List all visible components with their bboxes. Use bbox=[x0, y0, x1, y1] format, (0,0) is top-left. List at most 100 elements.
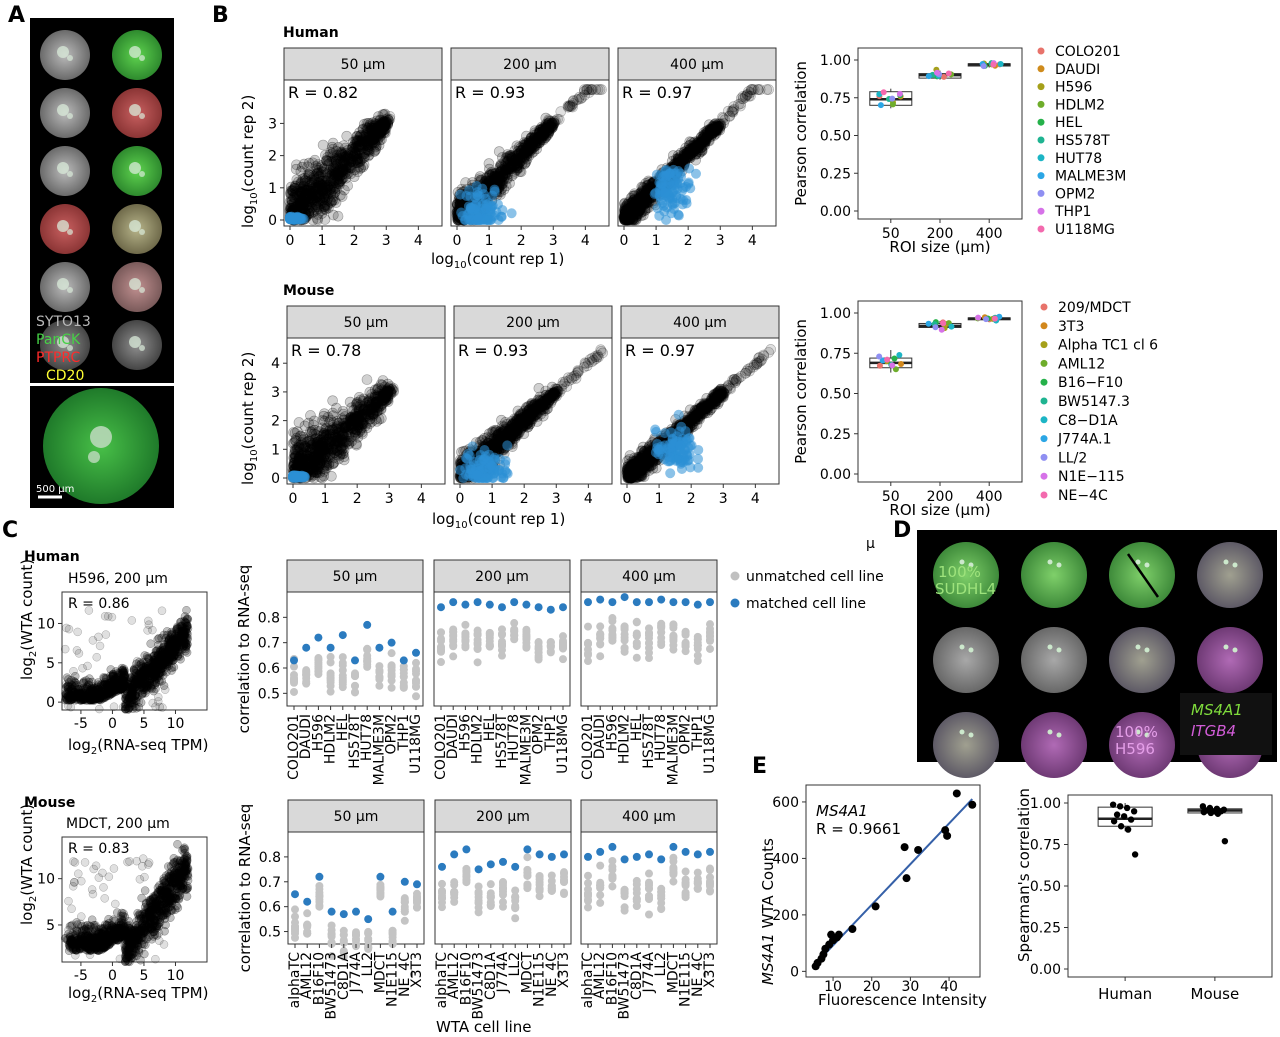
data-point bbox=[297, 198, 308, 210]
data-point bbox=[461, 190, 472, 201]
y-tick-label: 4 bbox=[271, 356, 280, 372]
data-point bbox=[358, 159, 370, 171]
data-point bbox=[365, 134, 376, 145]
roi-spot bbox=[129, 278, 141, 290]
data-point bbox=[710, 124, 721, 136]
data-point bbox=[286, 195, 298, 207]
data-point bbox=[514, 152, 526, 164]
data-point bbox=[344, 161, 355, 172]
data-point bbox=[313, 167, 325, 179]
data-point bbox=[299, 185, 310, 196]
data-point bbox=[304, 196, 315, 207]
data-point bbox=[584, 354, 596, 365]
x-tick-label: 0 bbox=[453, 233, 462, 249]
roi-spot bbox=[129, 162, 141, 174]
data-point bbox=[553, 114, 565, 125]
x-tick-label: 0 bbox=[620, 233, 629, 249]
data-point bbox=[362, 122, 373, 134]
data-point bbox=[320, 183, 331, 194]
x-tick-label: 3 bbox=[382, 233, 391, 249]
data-point bbox=[363, 145, 374, 157]
data-point bbox=[363, 140, 374, 152]
data-point bbox=[374, 119, 386, 131]
roi-spot bbox=[67, 55, 73, 61]
data-point bbox=[352, 135, 363, 147]
data-point bbox=[336, 158, 348, 170]
stain-label: SYTO13 bbox=[36, 314, 91, 330]
data-point bbox=[362, 123, 374, 134]
data-point bbox=[349, 146, 361, 157]
data-point bbox=[522, 417, 534, 429]
data-point bbox=[318, 191, 330, 203]
panel-label-e: E bbox=[752, 754, 767, 779]
data-point bbox=[366, 140, 377, 151]
data-point bbox=[587, 84, 598, 95]
data-point bbox=[347, 156, 359, 168]
data-point bbox=[365, 131, 376, 143]
data-point bbox=[295, 186, 307, 198]
data-point bbox=[378, 125, 389, 136]
data-point bbox=[379, 126, 390, 138]
data-point bbox=[326, 175, 337, 187]
data-point bbox=[341, 152, 352, 164]
data-point bbox=[330, 153, 341, 164]
data-point bbox=[330, 154, 341, 166]
data-point bbox=[369, 137, 381, 149]
data-point bbox=[350, 157, 362, 168]
data-point bbox=[328, 173, 339, 185]
data-point bbox=[323, 180, 334, 191]
y-tick-label: 2 bbox=[271, 414, 280, 430]
data-point bbox=[325, 188, 337, 200]
data-point bbox=[332, 159, 343, 170]
data-point bbox=[314, 180, 325, 192]
roi-spot bbox=[67, 345, 73, 351]
data-point bbox=[312, 168, 324, 179]
data-point bbox=[355, 135, 367, 146]
data-point bbox=[320, 175, 331, 187]
data-point bbox=[327, 195, 338, 206]
data-point bbox=[344, 157, 355, 169]
data-point bbox=[303, 205, 315, 216]
data-point bbox=[302, 188, 314, 199]
data-point bbox=[319, 203, 330, 214]
data-point bbox=[376, 123, 387, 134]
data-point bbox=[332, 142, 344, 153]
data-point bbox=[669, 197, 680, 208]
data-point bbox=[313, 164, 325, 176]
data-point bbox=[330, 166, 341, 178]
data-point bbox=[289, 192, 301, 204]
data-point bbox=[302, 203, 314, 214]
data-point bbox=[325, 186, 337, 198]
data-point bbox=[362, 137, 374, 149]
x-tick-label: 0 bbox=[286, 233, 295, 249]
data-point bbox=[359, 140, 370, 152]
x-tick-label: 4 bbox=[417, 491, 426, 507]
data-point bbox=[324, 165, 336, 176]
data-point bbox=[302, 190, 313, 202]
data-point bbox=[319, 192, 331, 204]
data-point bbox=[463, 448, 474, 459]
data-point bbox=[316, 208, 328, 219]
data-point bbox=[347, 141, 359, 153]
data-point bbox=[313, 170, 325, 182]
data-point bbox=[472, 190, 483, 201]
data-point bbox=[597, 347, 608, 359]
data-point bbox=[378, 118, 389, 130]
data-point bbox=[337, 149, 349, 160]
panel-label-c: C bbox=[2, 518, 18, 543]
data-point bbox=[299, 177, 311, 189]
data-point bbox=[326, 172, 337, 184]
large-roi-spot bbox=[88, 451, 100, 463]
data-point bbox=[330, 422, 342, 433]
data-point bbox=[319, 199, 331, 211]
data-point bbox=[353, 161, 364, 173]
stain-label: PanCK bbox=[36, 332, 81, 348]
data-point bbox=[319, 188, 331, 200]
roi-spot bbox=[57, 278, 69, 290]
data-point bbox=[312, 191, 324, 203]
data-point bbox=[378, 122, 389, 134]
data-point bbox=[357, 134, 368, 146]
scalebar-label: 500 μm bbox=[36, 484, 74, 495]
x-tick-label: 1 bbox=[652, 233, 661, 249]
data-point bbox=[304, 195, 316, 207]
